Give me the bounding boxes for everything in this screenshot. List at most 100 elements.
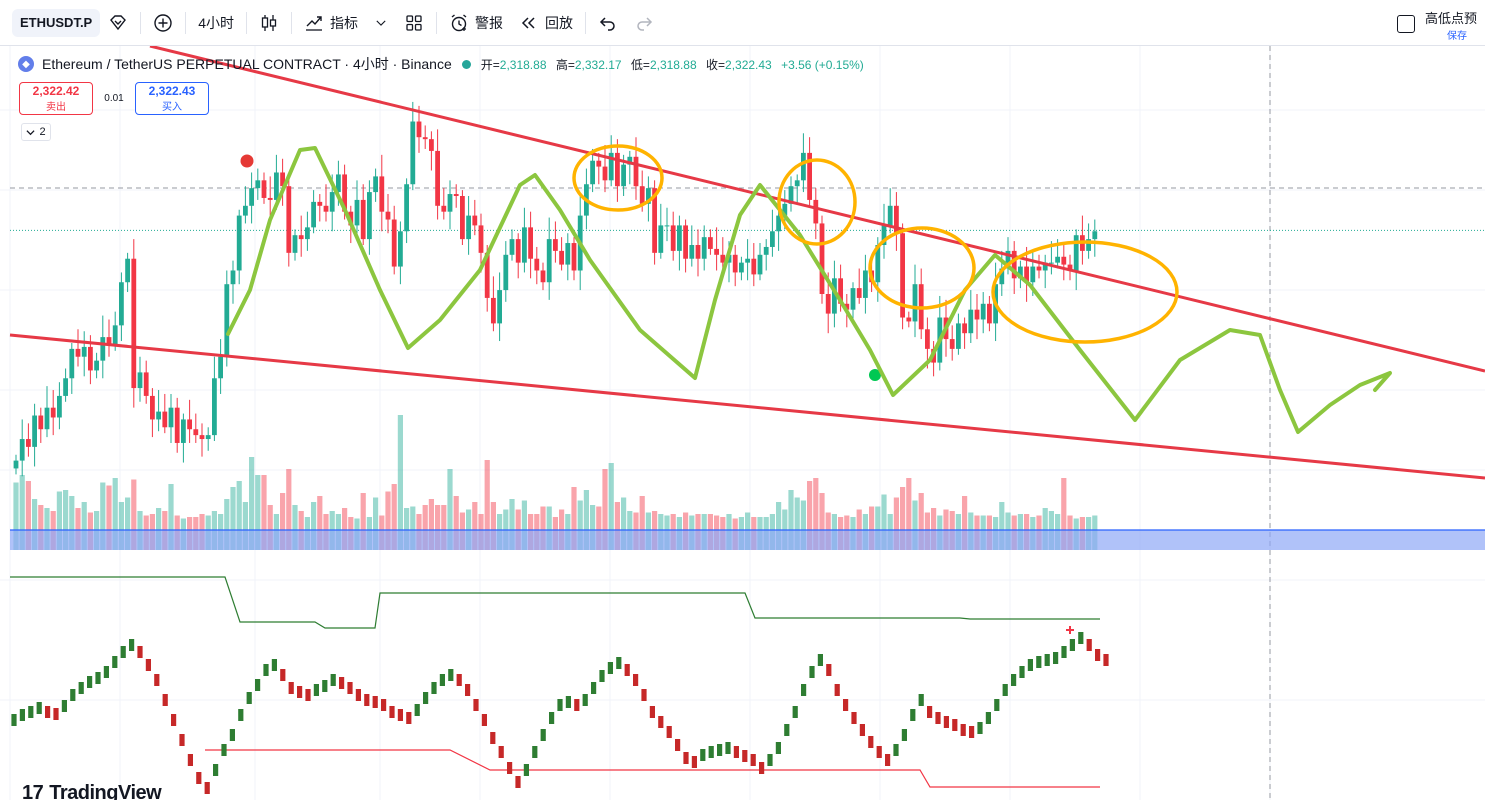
oscillator-block	[851, 712, 857, 724]
oscillator-block	[448, 669, 454, 681]
volume-bar	[156, 508, 162, 550]
oscillator-block	[1053, 652, 1059, 664]
oscillator-block	[927, 706, 933, 718]
candle-body	[26, 439, 31, 447]
volume-bar	[410, 506, 416, 550]
replay-button[interactable]: 回放	[511, 6, 581, 40]
oscillator-block	[406, 712, 412, 724]
volume-bar	[19, 475, 25, 550]
close-label: 收=	[706, 57, 726, 72]
candle-body	[677, 225, 682, 251]
volume-bar	[125, 497, 131, 550]
oscillator-block	[355, 689, 361, 701]
candle-body	[38, 415, 44, 430]
legend-title: Ethereum / TetherUS PERPETUAL CONTRACT ·…	[42, 56, 452, 72]
chevron-down-icon	[26, 129, 35, 135]
candle-body	[801, 152, 806, 181]
candle-body	[881, 225, 887, 245]
oscillator-block	[364, 694, 370, 706]
candle-body	[1011, 250, 1017, 279]
candle-body	[925, 329, 930, 349]
candle-body	[466, 215, 471, 240]
oscillator-block	[616, 657, 622, 669]
interval-button[interactable]: 4小时	[190, 6, 242, 40]
volume-bar	[900, 487, 906, 550]
oscillator-block	[238, 709, 244, 721]
oscillator-block	[246, 692, 252, 704]
oscillator-block	[876, 746, 882, 758]
high-low-label: 高低点预	[1425, 11, 1477, 26]
candle-body	[1042, 262, 1048, 271]
price-chart[interactable]	[0, 46, 1485, 800]
undo-button[interactable]	[590, 6, 626, 40]
candle-body	[695, 245, 701, 259]
candle-body	[968, 309, 974, 334]
candle-body	[850, 288, 856, 310]
oscillator-signal-cross	[1066, 626, 1074, 634]
indicators-dropdown[interactable]	[366, 6, 396, 40]
candle-body	[57, 395, 62, 418]
oscillator-block	[700, 749, 706, 761]
oscillator-block	[868, 736, 874, 748]
candle-body	[63, 378, 68, 396]
redo-button[interactable]	[626, 6, 662, 40]
candle-body	[745, 258, 750, 263]
symbol-selector[interactable]: ETHUSDT.P	[12, 8, 101, 37]
oscillator-block	[834, 684, 840, 696]
oscillator-block	[725, 742, 731, 754]
candle-body	[819, 223, 825, 294]
candle-body	[429, 139, 434, 151]
volume-bar	[583, 490, 589, 550]
compare-button[interactable]	[145, 6, 181, 40]
market-open-dot	[461, 59, 471, 69]
candle-body	[844, 303, 850, 310]
oscillator-block	[347, 682, 353, 694]
symbol-search-button[interactable]	[100, 6, 136, 40]
volume-bar	[428, 499, 434, 550]
oscillator-block	[498, 746, 504, 758]
oscillator-block	[801, 684, 807, 696]
volume-bar	[614, 502, 620, 550]
indicators-button[interactable]: 指标	[296, 6, 366, 40]
high-low-checkbox[interactable]	[1397, 15, 1415, 33]
volume-bar	[813, 478, 819, 550]
oscillator-block	[397, 709, 403, 721]
candle-body	[81, 346, 87, 357]
candle-body	[286, 186, 292, 253]
candle-body	[317, 201, 323, 206]
candle-style-button[interactable]	[251, 6, 287, 40]
indicator-step-lower	[205, 749, 1100, 788]
candle-body	[360, 199, 366, 240]
candle-body	[156, 411, 161, 420]
candle-body	[999, 268, 1005, 285]
oscillator-block	[305, 689, 311, 701]
volume-bar	[224, 499, 230, 550]
candle-body	[670, 225, 676, 251]
candle-body	[187, 419, 192, 430]
oscillator-block	[582, 694, 588, 706]
alert-button[interactable]: 警报	[441, 6, 511, 40]
oscillator-block	[549, 712, 555, 724]
candle-body	[112, 325, 118, 345]
volume-bar	[571, 487, 577, 550]
indicator-collapse-button[interactable]: 2	[21, 123, 51, 141]
candle-body	[962, 323, 967, 334]
oscillator-block	[624, 664, 630, 676]
close-value: 2,322.43	[725, 57, 772, 72]
buy-button[interactable]: 2,322.43 买入	[135, 82, 209, 115]
oscillator-block	[717, 744, 723, 756]
oscillator-block	[162, 694, 168, 706]
sell-button[interactable]: 2,322.42 卖出	[19, 82, 93, 115]
interval-label: 4小时	[198, 14, 235, 31]
save-link[interactable]: 保存	[1447, 31, 1467, 42]
candle-body	[987, 303, 992, 324]
oscillator-block	[19, 709, 25, 721]
volume-bar	[69, 496, 75, 550]
candle-body	[528, 227, 533, 259]
volume-bar	[100, 482, 106, 550]
layout-button[interactable]	[396, 6, 432, 40]
candle-body	[1024, 266, 1029, 283]
candle-body	[596, 160, 602, 167]
candle-body	[150, 395, 155, 420]
grid-icon	[406, 14, 422, 31]
